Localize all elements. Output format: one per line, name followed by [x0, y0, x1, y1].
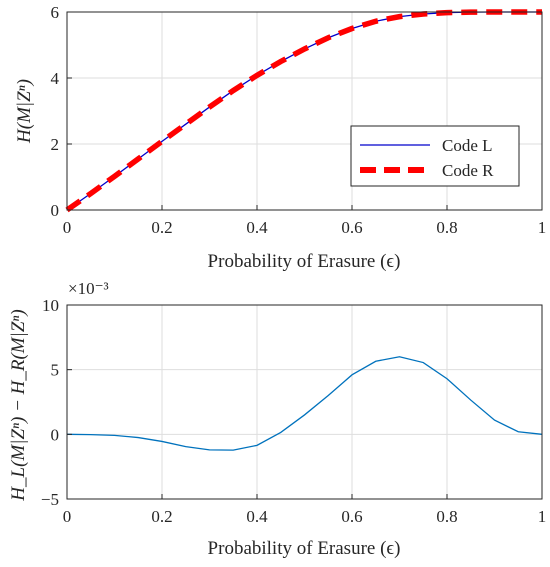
top-chart-ticks: 0 0.2 0.4 0.6 0.8 1 0 2 4 6 [51, 3, 547, 237]
x-tick-label: 0.6 [341, 218, 362, 237]
x-tick-label: 1 [538, 507, 547, 526]
x-tick-label: 0.2 [151, 218, 172, 237]
x-tick-label: 0 [63, 507, 72, 526]
x-tick-label: 0.8 [436, 218, 457, 237]
x-tick-label: 0.6 [341, 507, 362, 526]
legend-box [350, 125, 520, 187]
y-tick-label: 10 [42, 296, 59, 315]
y-tick-label: −5 [41, 490, 59, 509]
x-tick-label: 0 [63, 218, 72, 237]
x-tick-label: 0.4 [246, 507, 268, 526]
x-tick-label: 1 [538, 218, 547, 237]
bottom-chart-grid [66, 304, 543, 500]
bottom-chart-series [66, 356, 543, 451]
bottom-chart-y-axis-label: H_L(M|Zⁿ) − H_R(M|Zⁿ) [8, 309, 29, 501]
y-tick-label: 4 [51, 69, 60, 88]
bottom-chart-y-scale-label: ×10⁻³ [68, 279, 109, 298]
legend-label-code-l: Code L [442, 136, 493, 155]
y-tick-label: 6 [51, 3, 60, 22]
top-chart-x-axis-label: Probability of Erasure (ϵ) [208, 251, 401, 272]
x-tick-label: 0.4 [246, 218, 268, 237]
y-tick-label: 0 [51, 201, 60, 220]
legend-label-code-r: Code R [442, 161, 494, 180]
y-tick-label: 0 [51, 425, 60, 444]
bottom-chart-axes-box [66, 304, 543, 500]
top-chart-legend: Code L Code R [350, 125, 520, 187]
top-chart-axes-box [66, 11, 543, 211]
x-tick-label: 0.2 [151, 507, 172, 526]
top-chart-y-axis-label: H(M|Zⁿ) [14, 79, 35, 144]
x-tick-label: 0.8 [436, 507, 457, 526]
y-tick-label: 5 [51, 361, 60, 380]
series-line-difference [66, 356, 543, 451]
top-chart: 0 0.2 0.4 0.6 0.8 1 0 2 4 6 Probability of Erasur… [14, 3, 546, 272]
y-tick-label: 2 [51, 135, 60, 154]
bottom-chart-x-axis-label: Probability of Erasure (ϵ) [208, 538, 401, 559]
